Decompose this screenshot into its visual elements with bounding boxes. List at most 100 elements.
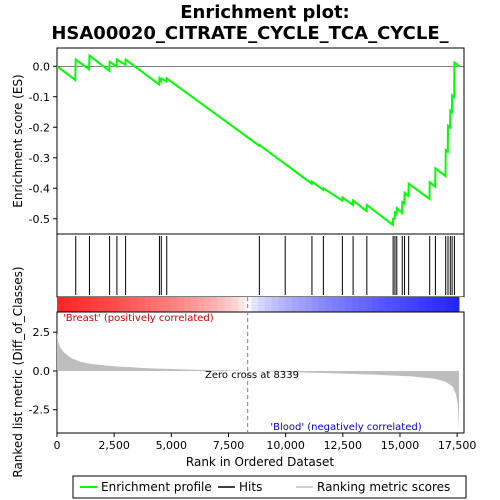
rank-bar-segment <box>57 297 65 312</box>
es-y-tick-label: -0.1 <box>29 91 50 104</box>
rank-bar-segment <box>144 297 152 312</box>
legend-box <box>72 475 467 499</box>
rank-bar-segment <box>311 297 319 312</box>
rank-bar-segment <box>432 297 440 312</box>
rank-bar-segment <box>83 297 91 312</box>
x-axis-label: Rank in Ordered Dataset <box>186 455 334 469</box>
chart-title-line1: Enrichment plot: <box>180 2 350 23</box>
es-y-tick-label: -0.3 <box>29 152 50 165</box>
rank-bar-segment <box>171 297 179 312</box>
rank-bar-segment <box>164 297 172 312</box>
rank-bar-segment <box>331 297 340 312</box>
chart-title-line2: HSA00020_CITRATE_CYCLE_TCA_CYCLE_ <box>51 23 448 44</box>
x-tick-label: 2,500 <box>98 439 130 452</box>
x-tick-label: 0 <box>54 439 61 452</box>
rank-bar-segment <box>244 297 252 312</box>
legend-label: Hits <box>239 480 262 494</box>
rank-bar-segment <box>352 297 360 312</box>
metric-axis-label: Ranked list metric (Diff_of_Classes) <box>11 266 25 477</box>
rank-bar-segment <box>378 297 387 312</box>
metric-y-tick-label: -2.5 <box>29 404 50 417</box>
es-y-tick-label: -0.5 <box>29 213 50 226</box>
rank-bar-segment <box>197 297 205 312</box>
rank-bar-segment <box>419 297 427 312</box>
rank-bar-segment <box>97 297 105 312</box>
es-y-tick-label: -0.4 <box>29 182 50 195</box>
legend-label: Enrichment profile <box>101 480 212 494</box>
rank-bar-segment <box>446 297 454 312</box>
rank-bar-segment <box>345 297 353 312</box>
rank-bar-segment <box>191 297 199 312</box>
rank-bar-segment <box>77 297 85 312</box>
rank-bar-segment <box>365 297 373 312</box>
x-axis: 0 2,500 5,000 7,500 10,000 12,500 15,000 17,500 <box>54 433 477 452</box>
rank-bar-segment <box>305 297 313 312</box>
rank-bar-segment <box>251 297 259 312</box>
rank-bar-segment <box>264 297 273 312</box>
legend: Enrichment profile Hits Ranking metric sco… <box>80 480 450 494</box>
rank-bar-segment <box>238 297 246 312</box>
rank-bar-segment <box>217 297 226 312</box>
es-y-axis: 0.0 -0.1 -0.2 -0.3 -0.4 -0.5 <box>29 60 57 226</box>
rank-bar-segment <box>385 297 393 312</box>
enrichment-profile-line <box>56 53 460 227</box>
x-tick-label: 10,000 <box>266 439 305 452</box>
es-y-tick-label: -0.2 <box>29 121 50 134</box>
rank-bar-segment <box>157 297 165 312</box>
rank-bar-segment <box>271 297 279 312</box>
rank-bar-segment <box>117 297 125 312</box>
hit-markers <box>75 236 455 295</box>
rank-bar-segment <box>358 297 366 312</box>
es-axis-label: Enrichment score (ES) <box>11 74 25 207</box>
es-y-tick-label: 0.0 <box>33 60 51 73</box>
rank-bar-segment <box>325 297 333 312</box>
rank-bar-segment <box>63 297 71 312</box>
rank-bar-segment <box>124 297 132 312</box>
rank-bar-segment <box>224 297 232 312</box>
rank-gradient-bar <box>57 297 464 312</box>
rank-bar-segment <box>338 297 346 312</box>
legend-label: Ranking metric scores <box>317 480 450 494</box>
rank-bar-segment <box>137 297 145 312</box>
x-tick-label: 15,000 <box>381 439 420 452</box>
metric-y-tick-label: 2.5 <box>33 326 51 339</box>
rank-bar-segment <box>177 297 185 312</box>
rank-bar-segment <box>412 297 420 312</box>
rank-bar-segment <box>204 297 212 312</box>
rank-bar-segment <box>110 297 118 312</box>
metric-y-tick-label: 0.0 <box>33 365 51 378</box>
rank-bar-segment <box>90 297 98 312</box>
rank-bar-segment <box>425 297 433 312</box>
zero-cross-label: Zero cross at 8339 <box>205 370 299 381</box>
rank-bar-segment <box>291 297 299 312</box>
hits-panel-frame <box>56 233 465 298</box>
rank-bar-segment <box>392 297 400 312</box>
rank-bar-segment <box>70 297 78 312</box>
x-tick-label: 12,500 <box>324 439 363 452</box>
rank-bar-segment <box>231 297 239 312</box>
rank-bar-segment <box>103 297 112 312</box>
rank-bar-segment <box>211 297 219 312</box>
rank-bar-segment <box>399 297 407 312</box>
x-tick-label: 7,500 <box>213 439 245 452</box>
rank-bar-segment <box>318 297 326 312</box>
rank-bar-end <box>459 297 464 312</box>
rank-bar-segment <box>439 297 447 312</box>
rank-bar-segment <box>372 297 380 312</box>
rank-bar-segment <box>150 297 159 312</box>
rank-bar-segment <box>278 297 286 312</box>
positive-class-label: 'Breast' (positively correlated) <box>63 313 214 324</box>
rank-bar-segment <box>184 297 192 312</box>
rank-bar-segment <box>130 297 138 312</box>
rank-bar-segment <box>452 297 460 312</box>
es-panel-frame <box>56 47 465 235</box>
rank-bar-segment <box>298 297 306 312</box>
rank-bar-segment <box>285 297 293 312</box>
x-tick-label: 17,500 <box>438 439 477 452</box>
rank-bar-segment <box>405 297 413 312</box>
metric-y-axis: 2.5 0.0 -2.5 <box>29 326 57 417</box>
x-tick-label: 5,000 <box>156 439 188 452</box>
negative-class-label: 'Blood' (negatively correlated) <box>270 422 421 433</box>
rank-bar-segment <box>258 297 266 312</box>
